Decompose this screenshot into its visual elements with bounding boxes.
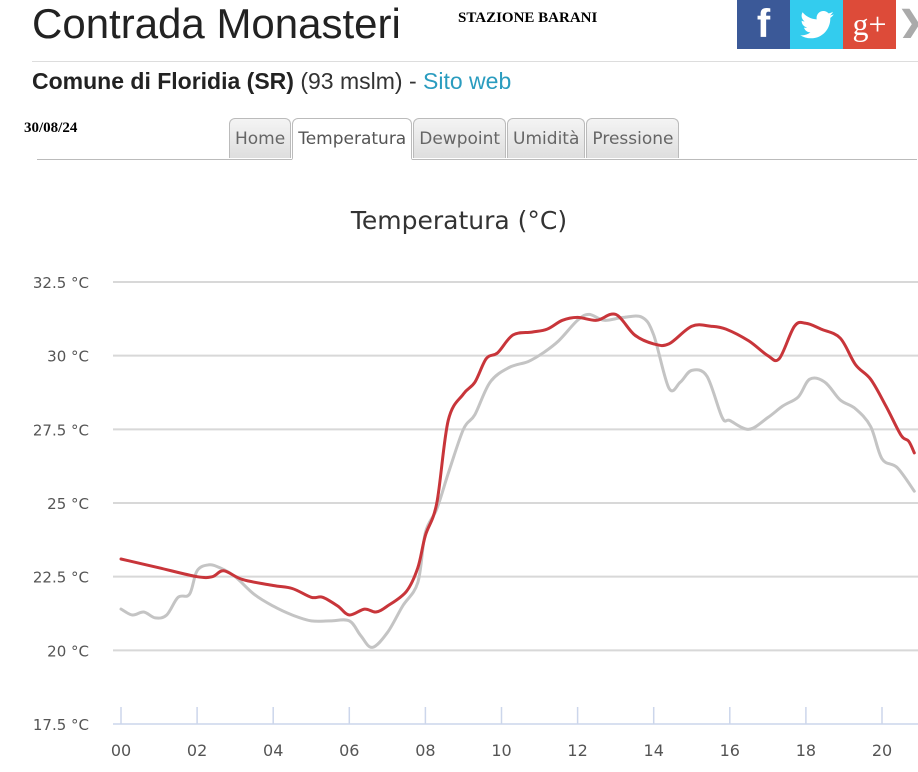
separator: - — [408, 68, 417, 94]
x-tick-label: 14 — [644, 741, 664, 760]
twitter-icon — [799, 10, 834, 38]
y-tick-label: 22.5 °C — [33, 569, 89, 587]
location-name: Comune di Floridia (SR) — [32, 68, 294, 94]
tab-dewpoint[interactable]: Dewpoint — [413, 118, 507, 158]
site-title: Contrada Monasteri — [32, 0, 401, 47]
facebook-icon: f — [756, 2, 771, 46]
close-share-icon[interactable]: ❯ — [898, 8, 918, 38]
y-tick-label: 20 °C — [47, 642, 89, 660]
series-line-today — [119, 312, 916, 617]
x-tick-label: 02 — [187, 741, 207, 760]
twitter-button[interactable] — [790, 0, 843, 49]
tab-bar: Home Temperatura Dewpoint Umidità Pressi… — [229, 118, 680, 160]
altitude: (93 mslm) — [300, 68, 403, 94]
website-link[interactable]: Sito web — [423, 68, 512, 94]
series-line-yesterday — [119, 312, 916, 649]
x-tick-label: 10 — [491, 741, 511, 760]
date-label: 30/08/24 — [24, 120, 78, 136]
tab-baseline — [37, 159, 917, 160]
y-tick-label: 30 °C — [47, 348, 89, 366]
social-share-bar: f g+ — [737, 0, 896, 49]
tab-temperatura[interactable]: Temperatura — [292, 118, 413, 160]
x-tick-label: 16 — [720, 741, 740, 760]
x-tick-label: 00 — [111, 741, 131, 760]
station-label: STAZIONE BARANI — [458, 10, 598, 26]
google-plus-button[interactable]: g+ — [843, 0, 896, 49]
y-tick-label: 27.5 °C — [33, 421, 89, 439]
tab-pressione[interactable]: Pressione — [586, 118, 680, 158]
facebook-button[interactable]: f — [737, 0, 790, 49]
tab-home[interactable]: Home — [229, 118, 292, 158]
y-tick-label: 17.5 °C — [33, 716, 89, 734]
tab-umidita[interactable]: Umidità — [507, 118, 586, 158]
google-plus-icon: g+ — [852, 6, 887, 42]
x-tick-label: 06 — [339, 741, 359, 760]
location-subtitle: Comune di Floridia (SR) (93 mslm) - Sito… — [32, 68, 511, 95]
chart-title: Temperatura (°C) — [350, 206, 568, 235]
x-tick-label: 04 — [263, 741, 283, 760]
header-divider — [32, 61, 918, 62]
x-tick-label: 20 — [872, 741, 892, 760]
y-tick-label: 25 °C — [47, 495, 89, 513]
x-tick-label: 12 — [567, 741, 587, 760]
x-tick-label: 08 — [415, 741, 435, 760]
x-tick-label: 18 — [796, 741, 816, 760]
y-tick-label: 32.5 °C — [33, 274, 89, 292]
